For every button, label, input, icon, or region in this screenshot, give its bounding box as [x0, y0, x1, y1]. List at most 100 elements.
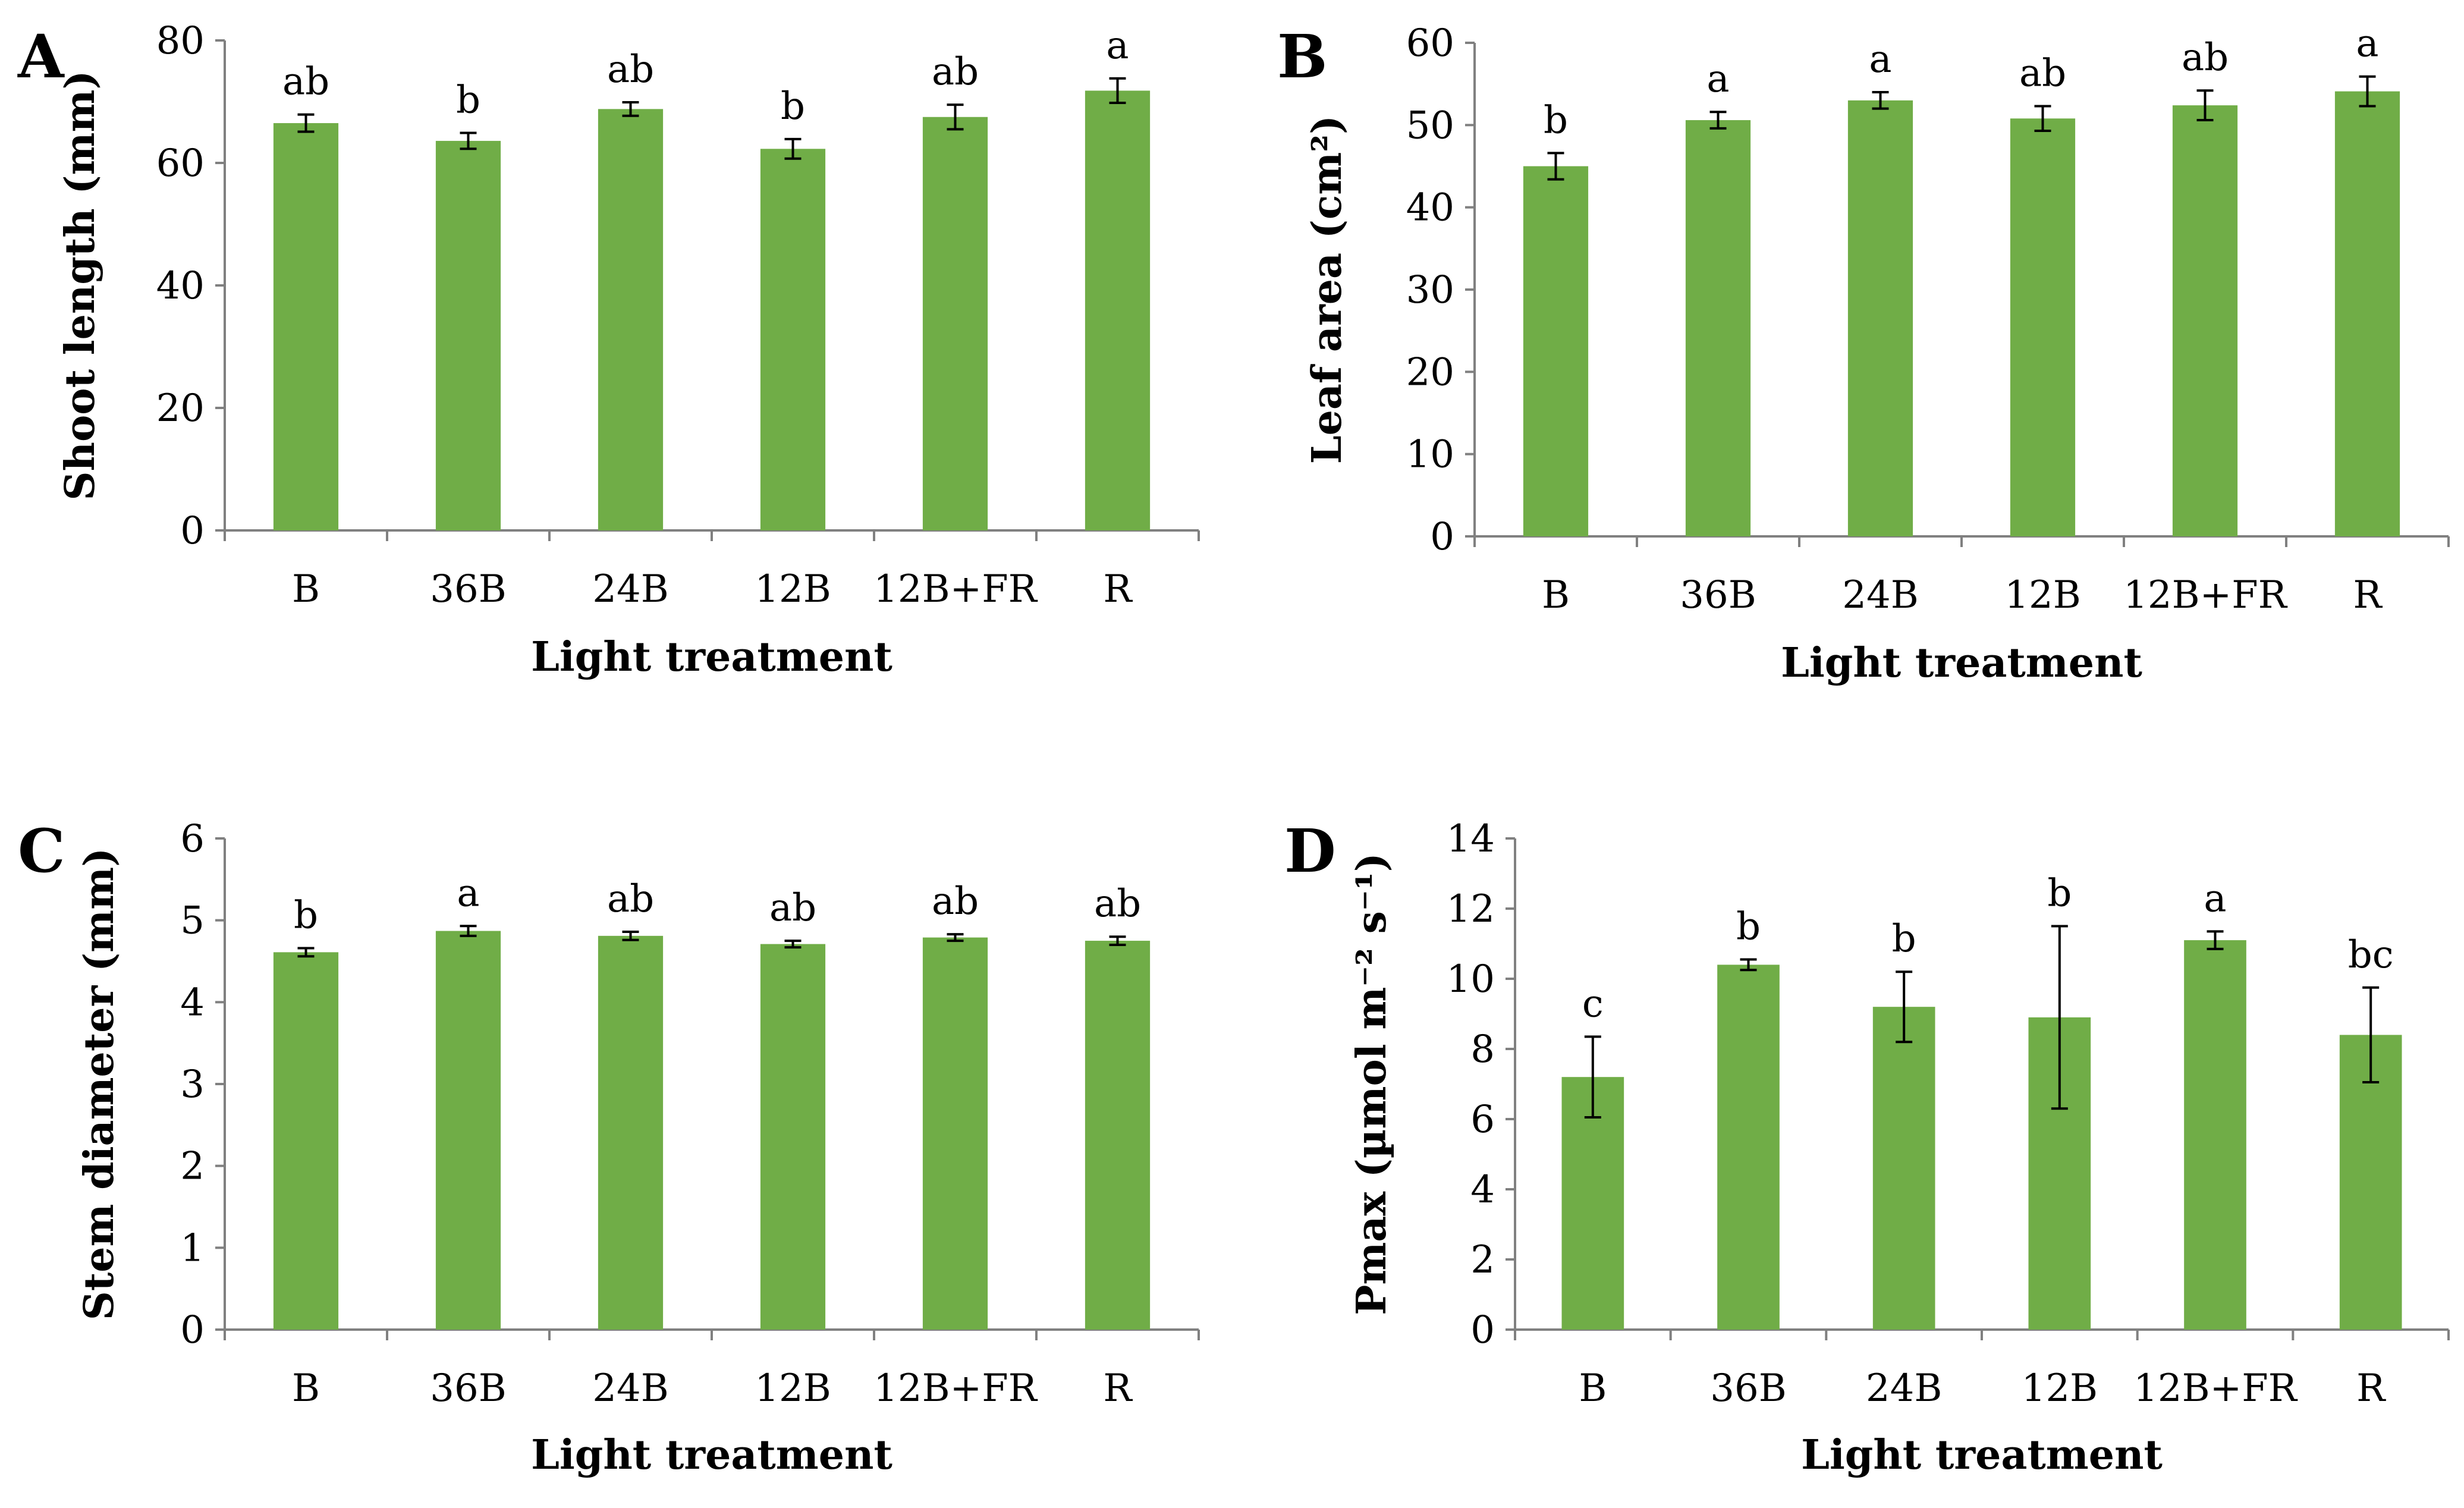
category-label: 36B [1710, 1366, 1786, 1410]
y-tick-label: 0 [180, 1308, 205, 1352]
y-axis-title: Leaf area (cm²) [1303, 115, 1351, 464]
panel-label: A [17, 21, 65, 92]
chart-panel-b: B 0 10 20 30 40 50 60 b Ba 36B a 24B ab 12B ab 12B+FR a R L… [1277, 21, 2450, 687]
category-label: 12B [755, 567, 831, 611]
bar [1085, 90, 1151, 530]
significance-label: b [1736, 905, 1761, 949]
bar [760, 149, 826, 530]
bar [435, 931, 501, 1330]
y-tick-label: 4 [1470, 1168, 1495, 1212]
category-label: 24B [1842, 573, 1918, 617]
significance-label: b [2047, 872, 2072, 916]
bar [1523, 166, 1589, 536]
y-tick-label: 20 [156, 387, 205, 431]
y-tick-label: 5 [180, 899, 205, 943]
y-axis-title: Stem diameter (mm) [76, 848, 123, 1320]
y-tick-label: 3 [180, 1063, 205, 1107]
y-tick-label: 2 [1470, 1238, 1495, 1282]
y-axis-title: Shoot length (mm) [56, 70, 104, 500]
bar [1847, 100, 1913, 537]
chart-panel-a: A 0 20 40 60 80 ab Bb 36B ab 24B b 12B ab 12B+FR a R Ligh… [17, 19, 1200, 681]
significance-label: ab [607, 877, 654, 921]
significance-label: ab [282, 60, 329, 104]
y-tick-label: 0 [1470, 1308, 1495, 1352]
y-tick-label: 8 [1470, 1028, 1495, 1072]
y-tick-label: 6 [180, 817, 205, 861]
bar [2172, 105, 2238, 537]
y-tick-label: 50 [1406, 103, 1454, 147]
significance-label: ab [607, 48, 654, 92]
panel-label: B [1277, 21, 1328, 92]
significance-label: a [2356, 22, 2378, 66]
category-label: R [2356, 1366, 2386, 1410]
y-tick-label: 0 [180, 509, 205, 553]
bar [1685, 120, 1751, 537]
significance-label: b [1544, 98, 1568, 142]
bar [598, 935, 664, 1330]
chart-panel-d: D 0 2 4 6 8 10 12 14 c Bb 36B b 24B b 12B a 12B+FR bc R Ligh… [1284, 816, 2450, 1479]
y-tick-label: 12 [1447, 887, 1495, 931]
x-axis-title: Light treatment [531, 633, 892, 681]
significance-label: c [1582, 982, 1604, 1026]
category-label: 12B [755, 1366, 831, 1410]
bar [2184, 940, 2246, 1330]
bar [435, 140, 501, 531]
y-tick-label: 30 [1406, 268, 1454, 312]
category-label: 24B [1866, 1366, 1942, 1410]
category-label: 24B [592, 567, 668, 611]
y-tick-label: 14 [1447, 817, 1495, 861]
y-tick-label: 60 [1406, 21, 1454, 65]
category-label: 12B+FR [2133, 1366, 2298, 1410]
significance-label: bc [2348, 933, 2394, 977]
y-tick-label: 10 [1447, 957, 1495, 1001]
significance-label: ab [932, 50, 979, 94]
bar [2334, 91, 2400, 536]
x-axis-title: Light treatment [1781, 639, 2142, 687]
category-label: 36B [430, 1366, 506, 1410]
significance-label: b [1892, 917, 1916, 961]
category-label: 36B [1680, 573, 1756, 617]
y-tick-label: 20 [1406, 350, 1454, 394]
y-tick-label: 60 [156, 142, 205, 186]
panel-label: D [1284, 816, 1336, 886]
bar [2339, 1035, 2402, 1330]
significance-label: a [2204, 876, 2226, 920]
category-label: 12B+FR [873, 567, 1038, 611]
significance-label: a [1869, 37, 1891, 81]
significance-label: b [456, 78, 480, 122]
category-label: B [1542, 573, 1570, 617]
category-label: R [1103, 567, 1133, 611]
bar [1872, 1007, 1935, 1330]
y-tick-label: 2 [180, 1145, 205, 1189]
y-tick-label: 1 [180, 1226, 205, 1270]
bar [598, 109, 664, 531]
category-label: R [1103, 1366, 1133, 1410]
y-tick-label: 6 [1470, 1098, 1495, 1142]
category-label: 36B [430, 567, 506, 611]
category-label: 24B [592, 1366, 668, 1410]
significance-label: ab [2182, 36, 2229, 80]
significance-label: a [1106, 24, 1129, 68]
y-tick-label: 40 [156, 264, 205, 308]
panel-label: C [18, 816, 65, 886]
bar [1561, 1077, 1624, 1330]
bar [760, 944, 826, 1330]
significance-label: ab [769, 886, 816, 930]
significance-label: b [294, 893, 318, 937]
significance-label: ab [932, 879, 979, 923]
y-tick-label: 80 [156, 19, 205, 63]
category-label: B [1579, 1366, 1607, 1410]
bar [922, 937, 988, 1330]
x-axis-title: Light treatment [531, 1431, 892, 1479]
significance-label: ab [1094, 882, 1141, 926]
x-axis-title: Light treatment [1801, 1431, 2163, 1479]
category-label: 12B+FR [873, 1366, 1038, 1410]
category-label: B [292, 1366, 320, 1410]
bar [922, 117, 988, 530]
bar [273, 123, 339, 531]
significance-label: ab [2019, 52, 2066, 96]
bar [2010, 118, 2076, 536]
y-tick-label: 0 [1430, 515, 1454, 559]
y-tick-label: 10 [1406, 433, 1454, 477]
